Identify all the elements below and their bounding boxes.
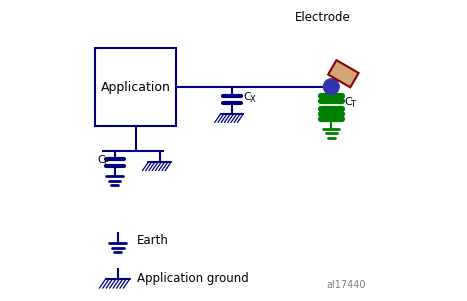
Text: Application ground: Application ground [137,272,249,285]
Text: X: X [249,95,255,104]
Polygon shape [328,60,359,87]
Text: C: C [243,92,251,102]
Text: Application: Application [101,81,170,94]
Text: al17440: al17440 [326,280,366,290]
Circle shape [324,79,339,95]
Text: T: T [350,100,355,109]
Text: F: F [103,158,108,167]
Text: Earth: Earth [137,234,169,247]
Bar [95,48,177,126]
Text: C: C [344,97,352,107]
Text: C: C [97,155,105,165]
Text: Electrode: Electrode [294,11,350,23]
